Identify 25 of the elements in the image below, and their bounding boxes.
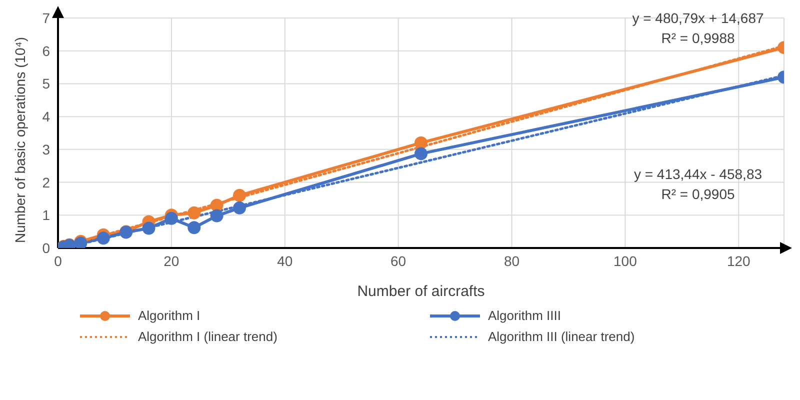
x-tick-label: 40 — [277, 252, 293, 269]
legend-label: Algorithm I (linear trend) — [138, 329, 278, 344]
y-tick-label: 2 — [42, 174, 50, 190]
x-tick-label: 20 — [164, 252, 180, 269]
x-tick-label: 0 — [54, 252, 62, 269]
y-tick-label: 1 — [42, 207, 50, 224]
annotation: y = 480,79x + 14,687 — [632, 10, 764, 26]
y-tick-label: 6 — [42, 42, 50, 59]
y-axis-title: Number of basic operations (10⁴) — [12, 36, 28, 243]
y-tick-label: 0 — [42, 240, 50, 256]
annotation: y = 413,44x - 458,83 — [634, 166, 762, 182]
x-tick-label: 80 — [504, 252, 520, 269]
x-tick-label: 60 — [390, 252, 406, 269]
x-axis-title: Number of aircrafts — [357, 283, 485, 300]
legend-label: Algorithm IIII — [488, 308, 561, 323]
legend-label: Algorithm III (linear trend) — [488, 329, 635, 344]
x-tick-label: 100 — [614, 252, 638, 269]
legend-label: Algorithm I — [138, 308, 200, 323]
annotation: R² = 0,9905 — [661, 186, 735, 202]
y-tick-label: 7 — [42, 10, 50, 26]
y-tick-label: 5 — [42, 76, 50, 92]
y-tick-label: 3 — [42, 141, 50, 158]
x-tick-label: 120 — [726, 252, 751, 269]
y-tick-label: 4 — [42, 108, 50, 125]
annotation: R² = 0,9988 — [661, 30, 735, 46]
